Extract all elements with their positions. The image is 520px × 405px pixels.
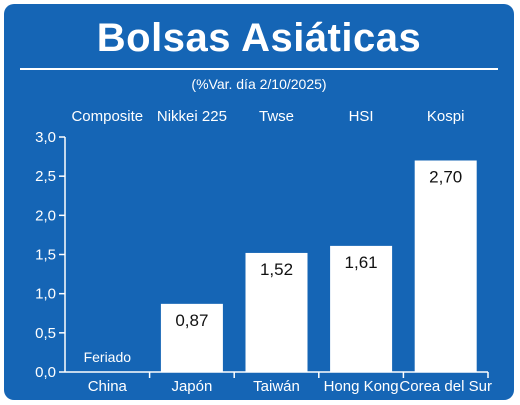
category-label: Hong Kong xyxy=(324,378,399,395)
index-label: Kospi xyxy=(427,108,465,125)
title-divider xyxy=(20,68,498,70)
y-tick-label: 0,5 xyxy=(35,325,56,342)
y-tick-label: 2,0 xyxy=(35,207,56,224)
chart-subtitle: (%Var. día 2/10/2025) xyxy=(191,76,327,92)
category-label: Taiwán xyxy=(253,378,300,395)
bar xyxy=(160,303,223,372)
bar-value-label: 1,61 xyxy=(345,253,378,272)
y-tick-label: 2,5 xyxy=(35,168,56,185)
chart-labels: Composite China Feriado Nikkei 225 Japón 0,87… xyxy=(71,108,492,395)
index-label: HSI xyxy=(349,108,374,125)
category-label: Corea del Sur xyxy=(399,378,492,395)
y-tick-label: 0,0 xyxy=(35,364,56,381)
bar-value-label: 0,87 xyxy=(175,311,208,330)
bar-value-label: 2,70 xyxy=(429,168,462,187)
bar xyxy=(414,160,477,372)
category-label: China xyxy=(88,378,128,395)
chart-title: Bolsas Asiáticas xyxy=(96,16,422,60)
chart-bars xyxy=(160,160,477,372)
bar-value-label: 1,52 xyxy=(260,260,293,279)
bar xyxy=(245,252,308,372)
bar-annotation: Feriado xyxy=(84,349,132,365)
index-label: Twse xyxy=(259,108,294,125)
index-label: Nikkei 225 xyxy=(157,108,227,125)
category-label: Japón xyxy=(171,378,212,395)
y-tick-label: 3,0 xyxy=(35,129,56,146)
index-label: Composite xyxy=(71,108,143,125)
bar xyxy=(330,245,393,372)
y-tick-label: 1,5 xyxy=(35,247,56,264)
y-tick-label: 1,0 xyxy=(35,286,56,303)
